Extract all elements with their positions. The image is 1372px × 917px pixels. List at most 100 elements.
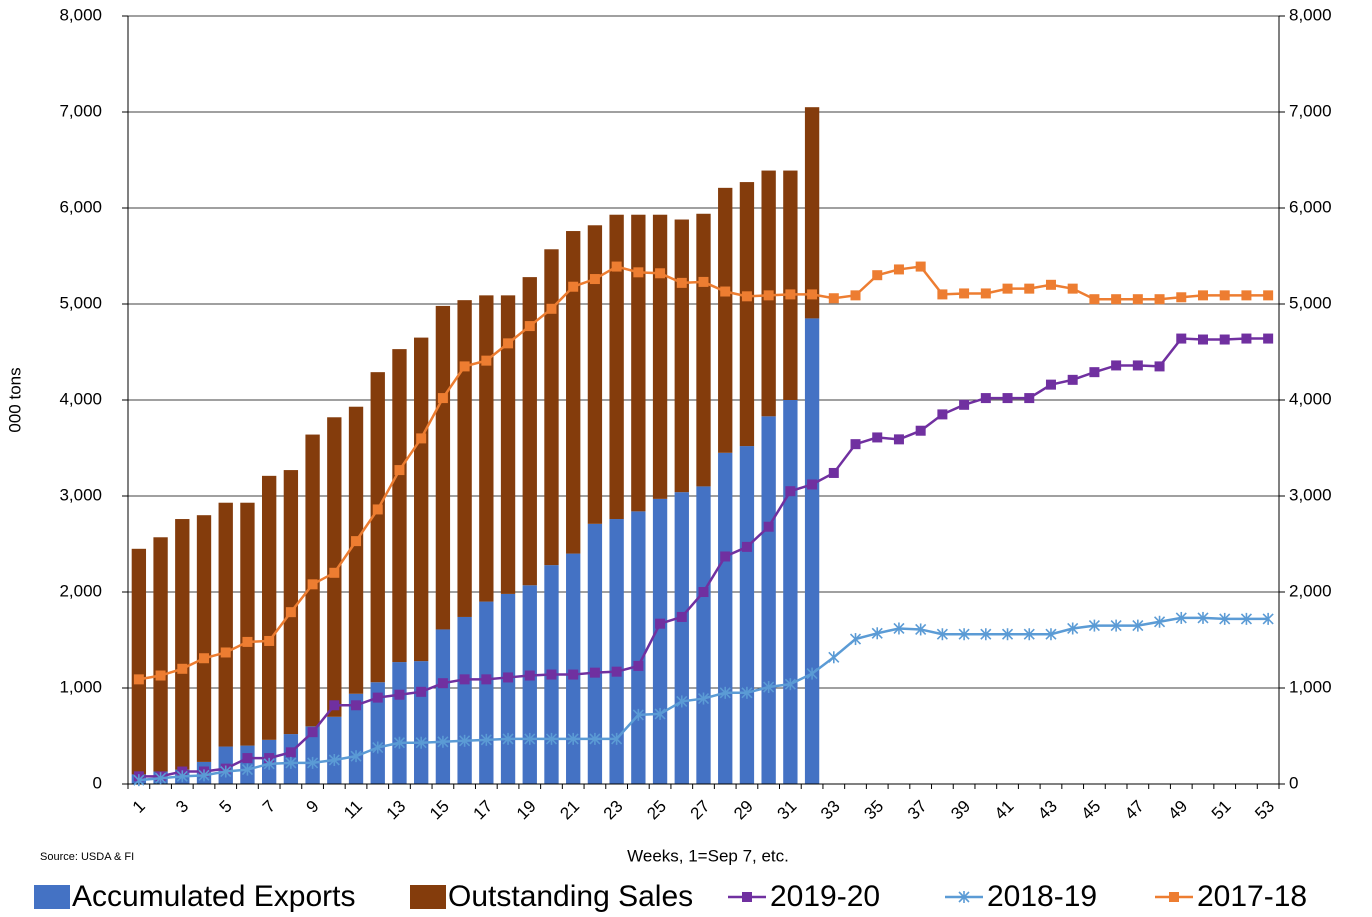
marker: [372, 741, 384, 754]
marker: [133, 774, 145, 787]
y2-tick-label: 1,000: [1289, 677, 1332, 696]
marker: [1154, 294, 1165, 305]
bar: [414, 337, 429, 662]
marker: [1024, 283, 1035, 294]
bar: [696, 213, 711, 487]
marker: [807, 289, 818, 300]
marker: [1241, 290, 1252, 301]
marker: [242, 753, 253, 764]
marker: [1023, 628, 1035, 641]
marker: [1176, 292, 1187, 303]
x-tick-label: 5: [216, 797, 236, 817]
marker: [220, 765, 232, 778]
marker: [1067, 622, 1079, 635]
marker: [503, 338, 514, 349]
x-tick-label: 35: [860, 797, 887, 824]
marker: [502, 732, 514, 745]
marker: [1169, 892, 1179, 902]
bar: [305, 726, 320, 784]
x-tick-label: 45: [1078, 797, 1105, 824]
marker: [959, 288, 970, 299]
bar: [131, 548, 147, 775]
marker: [285, 747, 296, 758]
marker: [307, 727, 318, 738]
marker: [1001, 628, 1014, 641]
marker: [241, 763, 254, 776]
marker: [546, 303, 557, 314]
y-tick-label: 2,000: [59, 581, 102, 600]
marker: [849, 633, 862, 646]
marker: [568, 281, 579, 292]
marker: [828, 651, 840, 664]
bar: [348, 406, 364, 694]
marker: [1240, 612, 1252, 625]
legend-label: Accumulated Exports: [72, 880, 355, 913]
bar: [414, 661, 429, 784]
marker: [220, 647, 231, 658]
marker: [980, 628, 992, 641]
y2-tick-label: 2,000: [1289, 581, 1332, 600]
marker: [394, 465, 405, 476]
marker: [1111, 360, 1122, 371]
x-tick-label: 13: [383, 797, 410, 824]
marker: [503, 672, 514, 683]
bar: [718, 187, 733, 453]
marker: [177, 663, 188, 674]
bar: [652, 498, 668, 784]
marker: [611, 666, 622, 677]
marker: [394, 689, 405, 700]
marker: [959, 399, 970, 410]
bar: [370, 372, 385, 683]
x-tick-label: 33: [817, 797, 844, 824]
bar: [609, 519, 624, 784]
bar: [327, 716, 342, 784]
marker: [806, 667, 818, 680]
marker: [1132, 294, 1143, 305]
marker: [416, 433, 427, 444]
y2-tick-label: 6,000: [1289, 197, 1332, 216]
x-tick-label: 53: [1251, 797, 1278, 824]
marker: [763, 521, 774, 532]
marker: [937, 289, 948, 300]
marker: [655, 268, 666, 279]
source-note: Source: USDA & FI: [40, 851, 134, 863]
x-tick-label: 43: [1034, 797, 1061, 824]
y-tick-label: 6,000: [59, 197, 102, 216]
marker: [198, 769, 210, 782]
marker: [763, 290, 774, 301]
marker: [1132, 360, 1143, 371]
bar: [652, 214, 668, 499]
marker: [1002, 393, 1013, 404]
bar: [696, 486, 711, 784]
bar: [739, 182, 755, 447]
bar: [261, 475, 277, 740]
marker: [785, 486, 796, 497]
x-tick-label: 23: [600, 797, 627, 824]
marker: [654, 707, 666, 720]
bar: [631, 511, 646, 784]
marker: [155, 670, 166, 681]
marker: [459, 674, 470, 685]
marker: [437, 678, 448, 689]
x-tick-label: 39: [947, 797, 974, 824]
marker: [655, 618, 666, 629]
marker: [763, 681, 775, 694]
bar: [479, 295, 494, 602]
bar: [370, 682, 385, 784]
marker: [958, 628, 970, 641]
bar: [457, 300, 472, 617]
marker: [1045, 279, 1056, 290]
bar: [392, 662, 407, 784]
bar: [153, 537, 168, 772]
marker: [350, 750, 362, 763]
y-axis-title: 000 tons: [5, 367, 24, 432]
y-tick-label: 1,000: [59, 677, 102, 696]
x-tick-label: 51: [1208, 797, 1235, 824]
marker: [176, 770, 188, 783]
marker: [807, 479, 818, 490]
marker: [415, 736, 427, 749]
marker: [741, 291, 752, 302]
marker: [307, 579, 318, 590]
marker: [1045, 628, 1057, 641]
marker: [1067, 374, 1078, 385]
